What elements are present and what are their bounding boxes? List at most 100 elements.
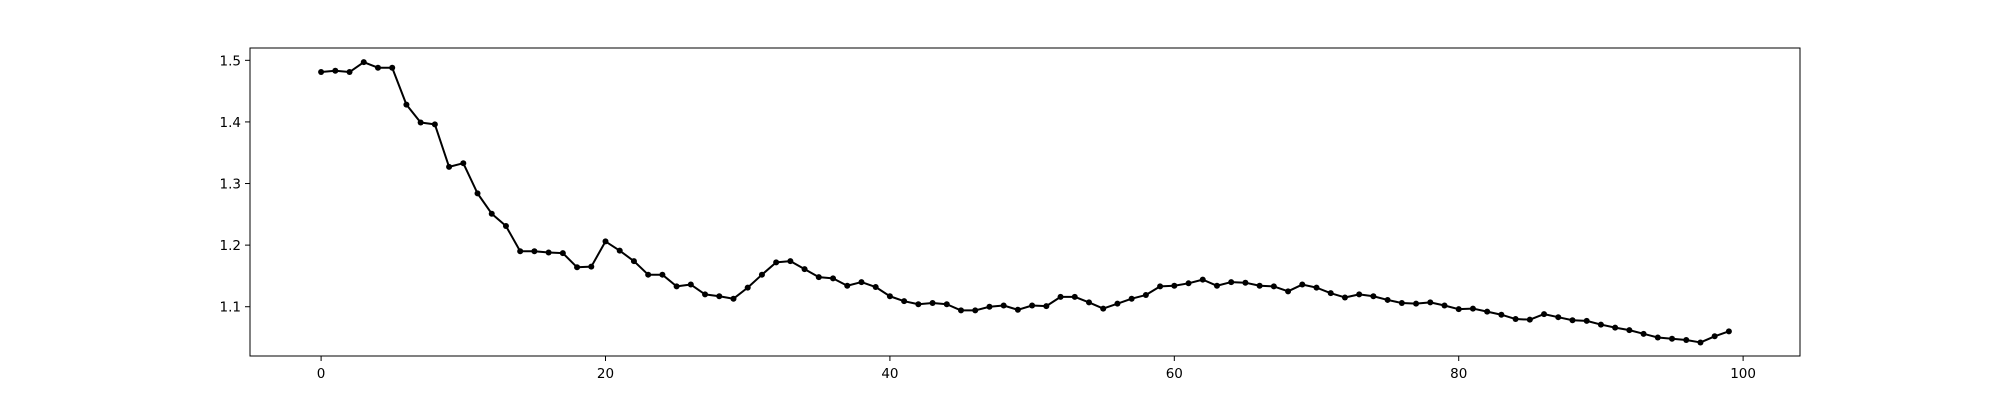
y-tick-label: 1.1 (220, 300, 241, 316)
data-point (1541, 311, 1548, 318)
data-point (588, 263, 595, 270)
data-point (801, 266, 808, 273)
data-point (574, 264, 581, 271)
axis-layer: 0 20 40 60 80 100 1.1 1.2 1.3 1.4 1.5 (220, 53, 1756, 382)
data-point (744, 284, 751, 291)
data-point (716, 293, 723, 300)
data-point (702, 291, 709, 298)
data-point (1299, 281, 1306, 288)
data-point (1683, 336, 1690, 343)
data-point (630, 258, 637, 265)
data-point (1441, 302, 1448, 309)
x-tick-label: 60 (1166, 366, 1183, 382)
data-point (474, 190, 481, 197)
data-point (1242, 279, 1249, 286)
data-point (446, 163, 453, 170)
data-point (1526, 316, 1533, 323)
data-point (1583, 317, 1590, 324)
x-tick-label: 20 (597, 366, 614, 382)
data-point (645, 271, 652, 278)
data-point (844, 282, 851, 289)
data-point (1043, 303, 1050, 310)
data-point (915, 301, 922, 308)
data-point (929, 300, 936, 307)
x-tick-label: 40 (881, 366, 898, 382)
data-point (616, 247, 623, 254)
data-point (318, 69, 325, 76)
data-point (1270, 283, 1277, 290)
data-point (1228, 279, 1235, 286)
x-tick-label: 0 (317, 366, 326, 382)
y-tick-label: 1.4 (220, 115, 241, 131)
data-point (1356, 291, 1363, 298)
data-point (1114, 300, 1121, 307)
data-point (360, 59, 367, 66)
data-point (1185, 280, 1192, 287)
data-point (1484, 308, 1491, 315)
data-point (1014, 306, 1021, 313)
data-point (659, 271, 666, 278)
data-point (1669, 335, 1676, 342)
data-point (1413, 300, 1420, 307)
data-point (687, 281, 694, 288)
data-point (787, 258, 794, 265)
data-point (1498, 311, 1505, 318)
data-point (602, 238, 609, 245)
data-point (1654, 334, 1661, 341)
data-point (1555, 314, 1562, 321)
x-tick-label: 80 (1450, 366, 1467, 382)
data-point (1128, 295, 1135, 302)
data-point (1313, 284, 1320, 291)
data-point (1071, 293, 1078, 300)
data-point (1725, 328, 1732, 335)
data-point (1569, 317, 1576, 324)
data-point (1142, 292, 1149, 299)
data-point (1327, 290, 1334, 297)
data-point (1256, 282, 1263, 289)
data-point (1398, 300, 1405, 307)
data-point (403, 101, 410, 108)
data-point (1370, 293, 1377, 300)
data-point (1512, 316, 1519, 323)
data-point (389, 64, 396, 71)
data-point (858, 279, 865, 286)
data-point (1711, 333, 1718, 340)
y-tick-label: 1.3 (220, 177, 241, 193)
plot-area (249, 47, 1801, 357)
data-point (1199, 276, 1206, 283)
data-point (374, 64, 381, 71)
data-point (1000, 302, 1007, 309)
data-point (1341, 294, 1348, 301)
data-point (1597, 321, 1604, 328)
data-point (1427, 299, 1434, 306)
data-point (901, 298, 908, 305)
data-point (488, 210, 495, 217)
data-point (1469, 305, 1476, 312)
data-point (517, 248, 524, 255)
data-point (1085, 299, 1092, 306)
data-point (830, 275, 837, 282)
data-point (943, 301, 950, 308)
data-point (673, 283, 680, 290)
data-point (1612, 324, 1619, 331)
series-line (321, 61, 1730, 344)
data-point (559, 250, 566, 257)
data-point (758, 271, 765, 278)
data-point (986, 303, 993, 310)
data-point (1626, 327, 1633, 334)
data-point (1157, 283, 1164, 290)
data-point (1171, 282, 1178, 289)
data-point (815, 274, 822, 281)
data-point (417, 119, 424, 126)
data-point (1057, 293, 1064, 300)
data-point (346, 69, 353, 76)
data-point (730, 295, 737, 302)
data-point (1697, 339, 1704, 346)
data-point (886, 293, 893, 300)
data-point (1455, 306, 1462, 313)
y-tick-label: 1.5 (220, 53, 241, 69)
data-point (872, 284, 879, 291)
data-point (1213, 282, 1220, 289)
